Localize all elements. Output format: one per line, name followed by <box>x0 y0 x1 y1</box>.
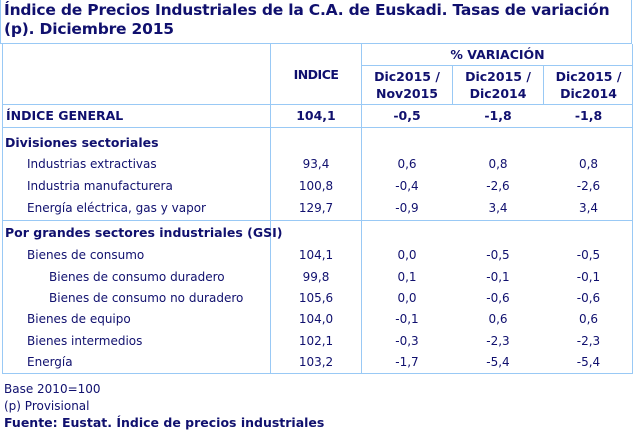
divider-under-divisiones <box>2 220 633 221</box>
row-var-dic2014-b: -1,8 <box>574 108 603 123</box>
header-col-dic2014-a: Dic2015 / Dic2014 <box>453 68 543 102</box>
row-indice: 104,1 <box>296 108 336 123</box>
row-var-nov2015: 0,6 <box>397 157 417 171</box>
row-var-nov2015: 0,0 <box>397 291 417 305</box>
table-title: Índice de Precios Industriales de la C.A… <box>4 1 610 38</box>
header-indice: INDICE <box>293 67 339 82</box>
header-col2-line1: Dic2015 / <box>465 69 531 84</box>
row-var-nov2015: -1,7 <box>395 355 419 369</box>
row-indice: 100,8 <box>298 179 334 193</box>
row-var-dic2014-a: -2,3 <box>486 334 510 348</box>
row-var-dic2014-b: -0,1 <box>576 270 601 284</box>
header-col-nov2015: Dic2015 / Nov2015 <box>362 68 452 102</box>
row-var-dic2014-a: -0,1 <box>486 270 510 284</box>
row-label: Industrias extractivas <box>27 157 157 171</box>
header-col-dic2014-b: Dic2015 / Dic2014 <box>544 68 633 102</box>
row-var-nov2015: -0,3 <box>395 334 419 348</box>
section-title-divisiones: Divisiones sectoriales <box>5 135 159 150</box>
divider-under-variacion-group <box>361 65 633 66</box>
row-var-dic2014-b: -2,3 <box>576 334 601 348</box>
row-var-nov2015: -0,9 <box>395 201 419 215</box>
row-var-dic2014-b: -0,5 <box>576 248 601 262</box>
row-var-dic2014-a: -0,5 <box>486 248 510 262</box>
row-label: ÍNDICE GENERAL <box>6 108 124 123</box>
header-col3-line2: Dic2014 <box>560 86 617 101</box>
row-var-nov2015: -0,4 <box>395 179 419 193</box>
row-var-dic2014-b: -0,6 <box>576 291 601 305</box>
footnote-provisional: (p) Provisional <box>4 399 90 413</box>
row-indice: 103,2 <box>298 355 334 369</box>
row-label: Bienes intermedios <box>27 334 143 348</box>
row-var-nov2015: -0,1 <box>395 312 419 326</box>
row-indice: 93,4 <box>302 157 330 171</box>
row-var-dic2014-b: 0,8 <box>578 157 599 171</box>
header-col3-line1: Dic2015 / <box>555 69 622 84</box>
divider-under-general <box>2 127 633 128</box>
section-title-gsi: Por grandes sectores industriales (GSI) <box>5 225 283 240</box>
divider-indice-variacion <box>361 44 362 374</box>
row-var-dic2014-a: 0,6 <box>488 312 508 326</box>
price-index-table <box>2 44 633 374</box>
row-var-dic2014-a: -0,6 <box>486 291 510 305</box>
divider-label-indice <box>270 44 271 374</box>
row-label: Bienes de equipo <box>27 312 131 326</box>
row-var-dic2014-b: -5,4 <box>576 355 601 369</box>
row-var-dic2014-a: -1,8 <box>484 108 512 123</box>
divider-var-col1-col2 <box>452 65 453 104</box>
row-indice: 129,7 <box>298 201 334 215</box>
row-var-dic2014-a: -5,4 <box>486 355 510 369</box>
row-var-dic2014-b: 3,4 <box>578 201 599 215</box>
row-label: Bienes de consumo no duradero <box>49 291 244 305</box>
row-label: Energía eléctrica, gas y vapor <box>27 201 206 215</box>
header-col1-line1: Dic2015 / <box>374 69 440 84</box>
row-indice: 104,1 <box>298 248 334 262</box>
row-label: Bienes de consumo <box>27 248 145 262</box>
divider-under-header <box>2 104 633 105</box>
row-indice: 99,8 <box>302 270 330 284</box>
footnote-base: Base 2010=100 <box>4 382 101 396</box>
row-var-dic2014-a: 3,4 <box>488 201 508 215</box>
row-var-dic2014-b: -2,6 <box>576 179 601 193</box>
row-var-dic2014-a: -2,6 <box>486 179 510 193</box>
row-var-dic2014-a: 0,8 <box>488 157 508 171</box>
row-indice: 105,6 <box>298 291 334 305</box>
row-indice: 102,1 <box>298 334 334 348</box>
row-label: Industria manufacturera <box>27 179 173 193</box>
row-var-nov2015: -0,5 <box>393 108 421 123</box>
row-var-dic2014-b: 0,6 <box>578 312 599 326</box>
header-variacion-group: % VARIACIÓN <box>450 47 545 62</box>
footnote-source: Fuente: Eustat. Índice de precios indust… <box>4 415 325 430</box>
title-box: Índice de Precios Industriales de la C.A… <box>0 0 632 44</box>
row-label: Energía <box>27 355 73 369</box>
header-col1-line2: Nov2015 <box>376 86 438 101</box>
row-indice: 104,0 <box>298 312 334 326</box>
header-col2-line2: Dic2014 <box>469 86 527 101</box>
row-var-nov2015: 0,0 <box>397 248 417 262</box>
row-var-nov2015: 0,1 <box>397 270 417 284</box>
row-label: Bienes de consumo duradero <box>49 270 225 284</box>
divider-var-col2-col3 <box>543 65 544 104</box>
